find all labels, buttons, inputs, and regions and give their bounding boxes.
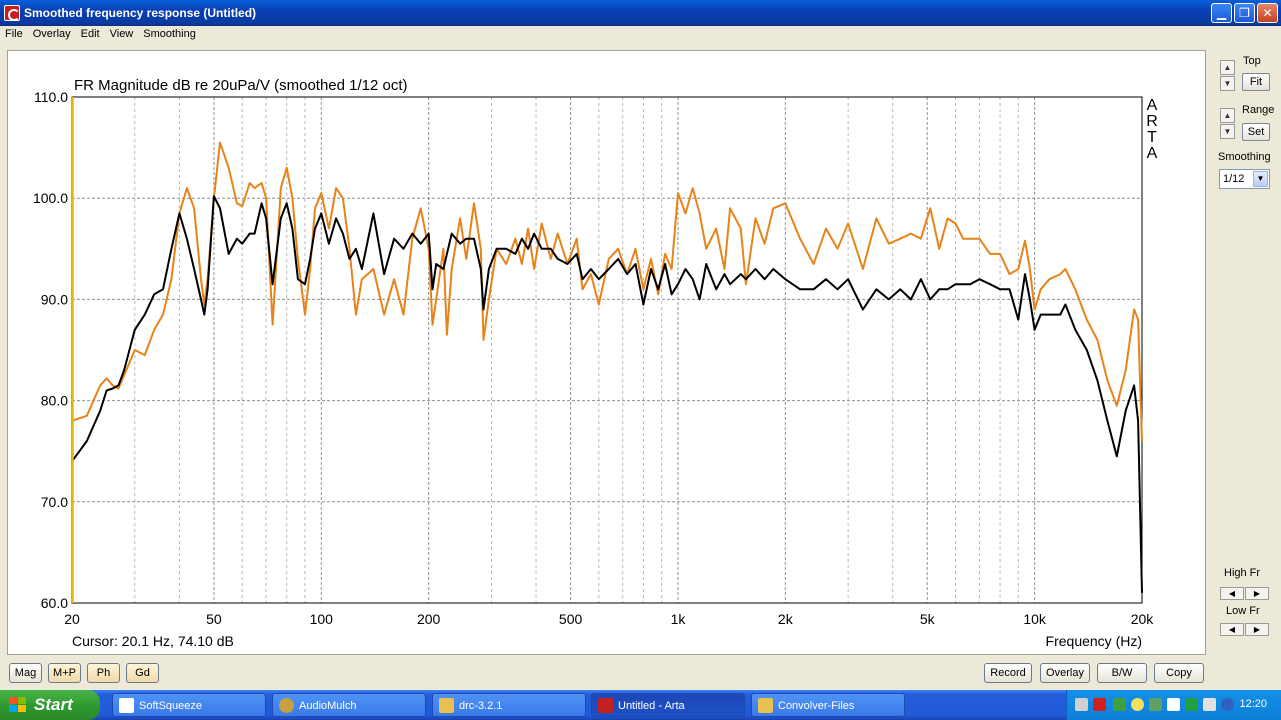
start-button[interactable]: Start — [0, 690, 100, 720]
network-icon[interactable] — [1075, 698, 1088, 711]
start-label: Start — [34, 695, 73, 714]
high-fr-left-button[interactable]: ◀ — [1220, 587, 1244, 600]
x-tick-label: 50 — [206, 611, 222, 627]
volume-icon[interactable] — [1203, 698, 1216, 711]
task-label: Untitled - Arta — [618, 700, 685, 712]
x-tick-label: 200 — [417, 611, 441, 627]
taskbar: Start SoftSqueeze AudioMulch drc-3.2.1 U… — [0, 690, 1281, 720]
mp-button[interactable]: M+P — [48, 663, 81, 683]
arta-watermark-letter: A — [1147, 97, 1158, 114]
arta-watermark-letter: R — [1146, 113, 1158, 130]
task-softsqueeze[interactable]: SoftSqueeze — [112, 693, 266, 717]
task-label: SoftSqueeze — [139, 700, 202, 712]
maximize-button[interactable]: ❐ — [1234, 3, 1255, 23]
clock: 12:20 — [1239, 698, 1267, 710]
top-label: Top — [1243, 55, 1261, 67]
bw-button[interactable]: B/W — [1097, 663, 1147, 683]
mag-button[interactable]: Mag — [9, 663, 42, 683]
bluetooth-icon[interactable] — [1167, 698, 1180, 711]
x-tick-label: 10k — [1023, 611, 1047, 627]
bulb-icon[interactable] — [1131, 698, 1144, 711]
x-tick-label: 100 — [310, 611, 334, 627]
x-tick-label: 20 — [64, 611, 80, 627]
frequency-response-chart[interactable]: 110.0 100.0 90.0 80.0 70.0 60.020 50 100 200 500 1… — [8, 51, 1207, 656]
window-title: Smoothed frequency response (Untitled) — [24, 6, 257, 20]
low-fr-left-button[interactable]: ◀ — [1220, 623, 1244, 636]
menu-edit[interactable]: Edit — [80, 28, 100, 40]
windows-logo-icon — [9, 697, 26, 712]
y-tick-label: 60.0 — [41, 595, 68, 611]
folder-icon — [758, 698, 773, 713]
task-arta[interactable]: Untitled - Arta — [591, 693, 745, 717]
high-fr-label: High Fr — [1224, 567, 1261, 579]
smoothing-value: 1/12 — [1223, 173, 1245, 185]
y-tick-label: 100.0 — [33, 190, 68, 206]
menu-bar: File Overlay Edit View Smoothing — [0, 26, 1281, 44]
y-tick-label: 80.0 — [41, 393, 68, 409]
series-line-black — [71, 195, 1143, 593]
series-line-orange — [71, 141, 1143, 442]
minimize-button[interactable]: ▁ — [1211, 3, 1232, 23]
folder-icon — [439, 698, 454, 713]
arta-watermark-letter: T — [1147, 129, 1157, 146]
x-tick-label: 5k — [920, 611, 936, 627]
arta-icon — [598, 698, 613, 713]
task-drc[interactable]: drc-3.2.1 — [432, 693, 586, 717]
task-convolver-files[interactable]: Convolver-Files — [751, 693, 905, 717]
vpn-icon[interactable] — [1149, 698, 1162, 711]
chart-panel[interactable]: 110.0 100.0 90.0 80.0 70.0 60.0 20 50 100 200 500 1… — [7, 50, 1206, 655]
top-down-spin[interactable]: ▼ — [1220, 76, 1235, 91]
security-icon[interactable] — [1185, 698, 1198, 711]
record-button[interactable]: Record — [984, 663, 1032, 683]
smoothing-label: Smoothing — [1218, 151, 1271, 163]
menu-file[interactable]: File — [5, 28, 23, 40]
softsqueeze-icon — [119, 698, 134, 713]
x-tick-label: 20k — [1131, 611, 1155, 627]
arta-watermark-letter: A — [1147, 145, 1158, 162]
smoothing-select[interactable]: 1/12 ▼ — [1219, 169, 1270, 189]
utility-icon[interactable] — [1113, 698, 1126, 711]
task-label: Convolver-Files — [778, 700, 855, 712]
system-tray: 12:20 — [1066, 690, 1281, 720]
menu-smoothing[interactable]: Smoothing — [143, 28, 196, 40]
low-fr-right-button[interactable]: ▶ — [1245, 623, 1269, 636]
overlay-button[interactable]: Overlay — [1040, 663, 1090, 683]
set-button[interactable]: Set — [1242, 123, 1270, 141]
range-label: Range — [1242, 104, 1275, 116]
arta-app-icon — [4, 5, 20, 21]
y-tick-label: 110.0 — [34, 89, 68, 105]
task-label: drc-3.2.1 — [459, 700, 503, 712]
x-tick-label: 1k — [671, 611, 687, 627]
eset-icon[interactable] — [1221, 698, 1234, 711]
x-tick-label: 2k — [778, 611, 794, 627]
x-tick-label: 500 — [559, 611, 583, 627]
task-label: AudioMulch — [299, 700, 357, 712]
gd-button[interactable]: Gd — [126, 663, 159, 683]
title-bar: Smoothed frequency response (Untitled) ▁… — [0, 0, 1281, 26]
top-up-spin[interactable]: ▲ — [1220, 60, 1235, 75]
range-down-spin[interactable]: ▼ — [1220, 124, 1235, 139]
x-axis-label: Frequency (Hz) — [1046, 633, 1142, 649]
copy-button[interactable]: Copy — [1154, 663, 1204, 683]
ati-icon[interactable] — [1093, 698, 1106, 711]
y-tick-label: 70.0 — [41, 494, 68, 510]
cursor-readout: Cursor: 20.1 Hz, 74.10 dB — [72, 633, 234, 649]
chart-title: FR Magnitude dB re 20uPa/V (smoothed 1/1… — [74, 77, 408, 94]
chevron-down-icon[interactable]: ▼ — [1253, 171, 1268, 187]
low-fr-label: Low Fr — [1226, 605, 1260, 617]
plot-frame — [71, 96, 1143, 604]
ph-button[interactable]: Ph — [87, 663, 120, 683]
high-fr-right-button[interactable]: ▶ — [1245, 587, 1269, 600]
range-up-spin[interactable]: ▲ — [1220, 108, 1235, 123]
close-button[interactable]: ✕ — [1257, 3, 1278, 23]
menu-view[interactable]: View — [109, 28, 134, 40]
menu-overlay[interactable]: Overlay — [32, 28, 71, 40]
task-audiomulch[interactable]: AudioMulch — [272, 693, 426, 717]
y-tick-label: 90.0 — [41, 291, 68, 307]
audiomulch-icon — [279, 698, 294, 713]
fit-button[interactable]: Fit — [1242, 73, 1270, 91]
